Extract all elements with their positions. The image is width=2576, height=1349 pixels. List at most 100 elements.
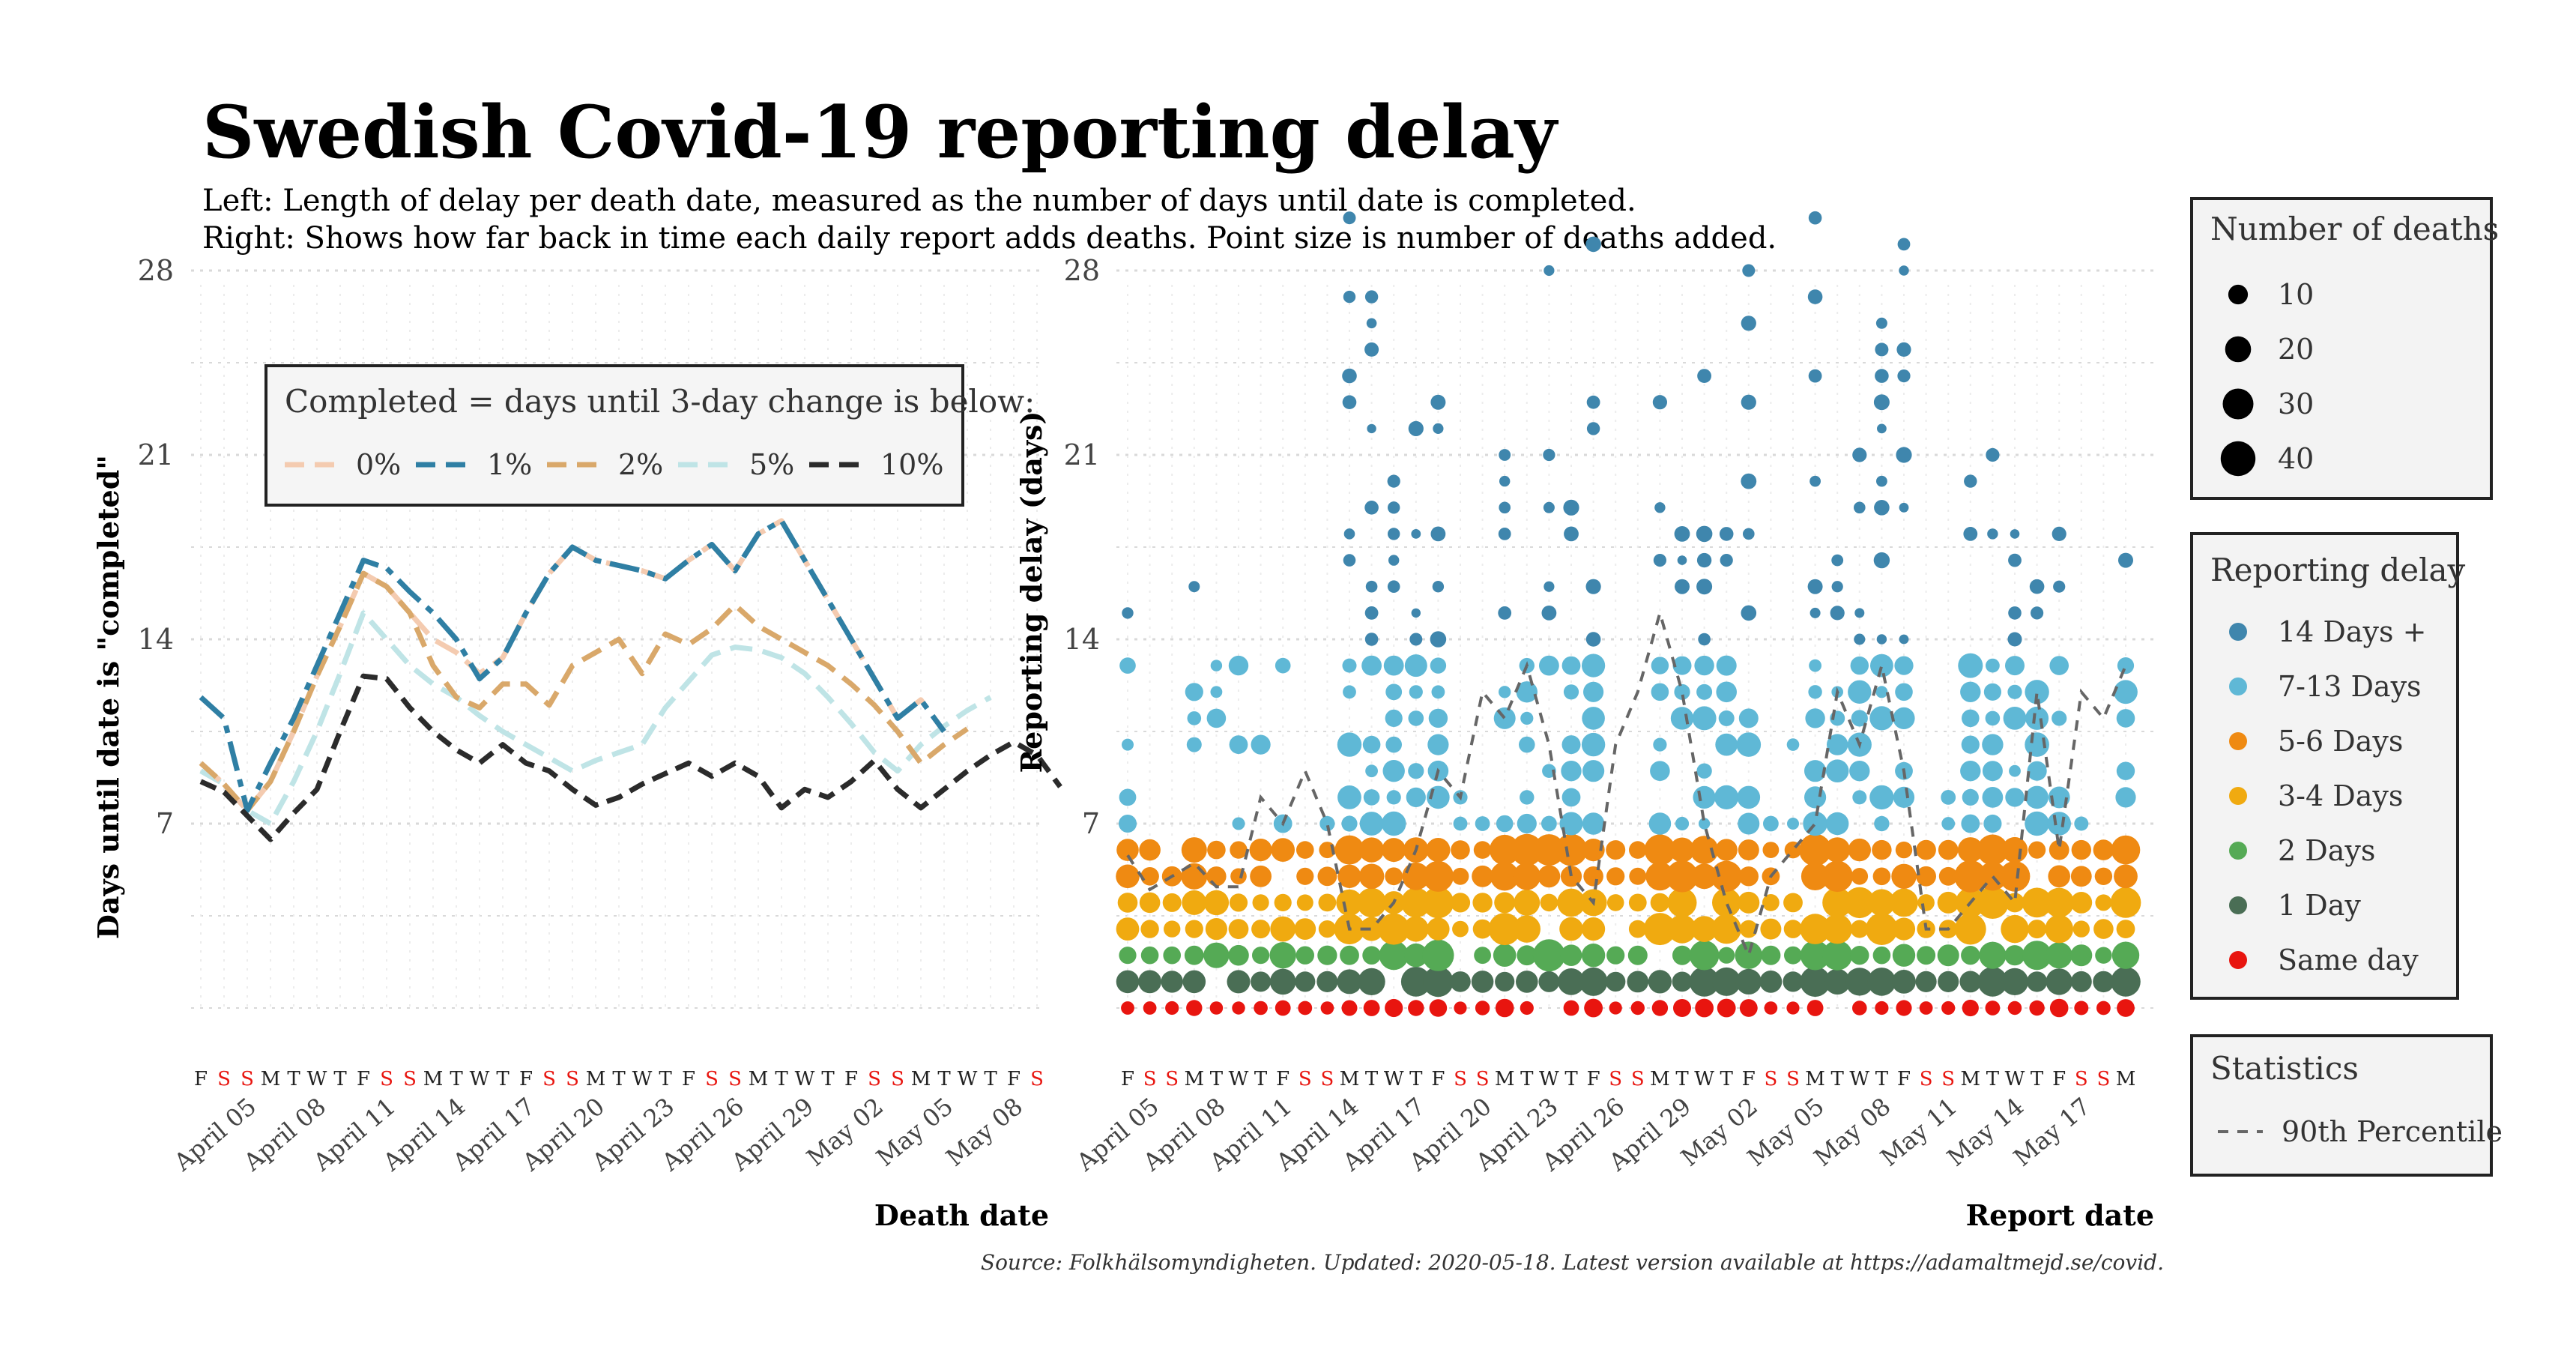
scatter-point <box>1627 971 1649 993</box>
right-plot-points <box>1116 211 2141 1018</box>
scatter-point <box>1364 606 1379 620</box>
right-weekday-letter: T <box>1210 1068 1224 1090</box>
scatter-point <box>1498 606 1512 620</box>
scatter-point <box>1559 812 1583 836</box>
scatter-point <box>1696 763 1712 779</box>
scatter-point <box>1937 891 1959 914</box>
scatter-point <box>1667 914 1697 944</box>
scatter-point <box>1365 580 1378 593</box>
scatter-point <box>1897 369 1911 383</box>
scatter-point <box>1387 474 1400 488</box>
scatter-point <box>1561 788 1581 807</box>
scatter-point <box>1271 838 1295 862</box>
scatter-point <box>1606 971 1626 992</box>
scatter-point <box>2022 941 2052 971</box>
scatter-point <box>1961 946 1980 965</box>
scatter-point <box>1628 920 1647 938</box>
scatter-point <box>1895 841 1913 859</box>
scatter-point <box>1232 1001 1245 1015</box>
scatter-point <box>1433 423 1444 435</box>
scatter-point <box>1606 946 1625 965</box>
scatter-point <box>1540 893 1558 912</box>
scatter-point <box>1495 998 1514 1018</box>
scatter-point <box>1938 971 1959 992</box>
left-weekday-letter: S <box>728 1068 742 1090</box>
scatter-point <box>1852 1001 1867 1015</box>
scatter-point <box>1850 656 1869 675</box>
scatter-point <box>2008 606 2022 620</box>
scatter-point <box>1342 395 1357 409</box>
scatter-point <box>1584 998 1603 1018</box>
scatter-point <box>1404 943 1428 968</box>
scatter-point <box>1582 917 1606 941</box>
scatter-point <box>1583 681 1604 702</box>
scatter-point <box>1783 920 1803 938</box>
scatter-point <box>1696 552 1712 568</box>
scatter-point <box>1400 967 1431 997</box>
scatter-point <box>1139 839 1161 861</box>
scatter-point <box>2007 1001 2022 1015</box>
left-weekday-letter: F <box>194 1068 208 1090</box>
scatter-point <box>1821 860 1853 893</box>
scatter-point <box>1674 526 1690 542</box>
color-legend-label: 3-4 Days <box>2278 779 2403 812</box>
scatter-point <box>1976 886 2009 919</box>
scatter-point <box>1451 840 1470 860</box>
scatter-point <box>1228 944 1249 966</box>
scatter-point <box>1822 887 1853 918</box>
right-ytick-label: 28 <box>1064 254 1100 287</box>
left-weekday-letter: T <box>333 1068 347 1090</box>
scatter-point <box>1651 683 1669 701</box>
scatter-point <box>1539 655 1559 676</box>
color-legend-dot <box>2229 842 2247 860</box>
left-weekday-letter: S <box>380 1068 393 1090</box>
scatter-point <box>1961 814 1980 833</box>
scatter-point <box>1824 968 1851 995</box>
scatter-point <box>1689 940 1720 971</box>
scatter-point <box>1378 913 1410 945</box>
scatter-point <box>1343 554 1356 567</box>
scatter-point <box>1295 946 1315 965</box>
stats-legend-label: 90th Percentile <box>2282 1115 2503 1148</box>
color-legend-dot <box>2229 787 2247 805</box>
scatter-point <box>2048 865 2070 888</box>
scatter-point <box>1341 1000 1358 1016</box>
scatter-point <box>2118 552 2133 568</box>
scatter-point <box>2026 971 2048 992</box>
scatter-point <box>1249 839 1272 862</box>
scatter-point <box>1872 867 1891 886</box>
scatter-point <box>1387 580 1400 593</box>
scatter-point <box>1957 837 1983 863</box>
scatter-point <box>1116 970 1140 994</box>
left-legend-label: 10% <box>880 448 943 481</box>
scatter-point <box>1895 683 1913 701</box>
right-weekday-letter: W <box>1849 1068 1869 1090</box>
scatter-point <box>1876 475 1887 487</box>
scatter-point <box>1830 606 1845 621</box>
size-legend-label: 30 <box>2278 387 2314 420</box>
left-series-line-10pct <box>199 673 1062 842</box>
right-weekday-letter: W <box>1384 1068 1404 1090</box>
scatter-point <box>1140 946 1159 965</box>
scatter-point <box>1917 946 1936 965</box>
color-legend-label: Same day <box>2278 944 2419 977</box>
left-ylabel: Days until date is "completed" <box>91 455 125 939</box>
scatter-point <box>1122 738 1134 751</box>
scatter-point <box>1452 920 1469 938</box>
scatter-point <box>1561 735 1581 755</box>
scatter-point <box>2093 971 2114 993</box>
color-legend-label: 7-13 Days <box>2278 670 2422 703</box>
scatter-point <box>1206 866 1227 887</box>
size-legend-label: 10 <box>2278 278 2314 311</box>
scatter-point <box>1381 811 1406 836</box>
scatter-point <box>2070 866 2092 887</box>
scatter-point <box>2028 920 2047 939</box>
left-xtick-label: May 02 <box>801 1092 889 1172</box>
scatter-point <box>1411 529 1421 539</box>
chart-subtitle-right: Right: Shows how far back in time each d… <box>202 221 1777 256</box>
scatter-point <box>1544 581 1555 592</box>
scatter-point <box>1962 788 1979 806</box>
scatter-point <box>1985 1001 2001 1015</box>
scatter-point <box>1143 1001 1157 1015</box>
scatter-point <box>1715 733 1738 756</box>
